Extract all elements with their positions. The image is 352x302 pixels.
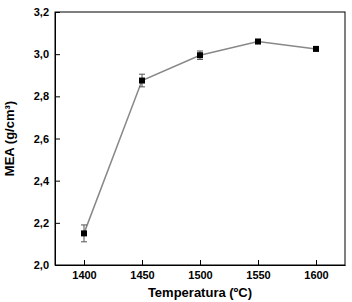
axis-line <box>56 265 346 266</box>
marker <box>81 230 87 236</box>
tick-mark <box>142 260 143 265</box>
tick-mark <box>55 139 60 140</box>
marker <box>139 78 145 84</box>
error-bar <box>81 225 87 242</box>
tick-mark <box>55 96 60 97</box>
tick-label: 2,8 <box>34 90 49 102</box>
tick-label: 1500 <box>188 269 212 281</box>
tick-label: 2,2 <box>34 217 49 229</box>
marker <box>255 39 261 45</box>
error-bar <box>313 47 319 51</box>
tick-mark <box>316 260 317 265</box>
tick: 3,2 <box>34 6 60 18</box>
plot-frame <box>55 12 345 265</box>
series <box>81 39 319 242</box>
x-axis: 1400 1450 1500 1550 1600 <box>56 260 346 281</box>
error-bar <box>255 39 261 43</box>
tick-mark <box>55 181 60 182</box>
line <box>84 42 316 234</box>
tick-mark <box>55 265 60 266</box>
tick-label: 1550 <box>246 269 270 281</box>
tick-mark <box>84 260 85 265</box>
tick-mark <box>55 223 60 224</box>
tick-label: 1400 <box>72 269 96 281</box>
plot: 1400 1450 1500 1550 1600 2,0 2,2 2,4 2,6 2,8 3,0 3,… <box>34 6 346 281</box>
tick-mark <box>200 260 201 265</box>
tick: 2,0 <box>34 259 60 271</box>
x-axis-title: Temperatura (ºC) <box>148 285 252 300</box>
tick: 2,6 <box>34 133 60 145</box>
tick-mark <box>258 260 259 265</box>
marker <box>197 52 203 58</box>
tick-label: 2,4 <box>34 175 50 187</box>
tick: 1450 <box>130 260 154 281</box>
error-bar <box>139 74 145 87</box>
chart: 1400 1450 1500 1550 1600 2,0 2,2 2,4 2,6 2,8 3,0 3,… <box>0 0 352 302</box>
tick: 1400 <box>72 260 96 281</box>
y-axis: 2,0 2,2 2,4 2,6 2,8 3,0 3,2 <box>34 6 60 271</box>
tick: 2,2 <box>34 217 60 229</box>
tick-mark <box>55 54 60 55</box>
tick-mark <box>55 12 60 13</box>
tick-label: 3,2 <box>34 6 49 18</box>
marker <box>313 46 319 52</box>
tick-label: 2,6 <box>34 133 49 145</box>
tick: 2,4 <box>34 175 60 187</box>
tick-label: 1450 <box>130 269 154 281</box>
tick: 3,0 <box>34 48 60 60</box>
tick: 2,8 <box>34 90 60 102</box>
tick: 1600 <box>304 260 328 281</box>
tick-label: 1600 <box>304 269 328 281</box>
tick-label: 2,0 <box>34 259 49 271</box>
error-bar <box>197 51 203 59</box>
tick: 1550 <box>246 260 270 281</box>
tick-label: 3,0 <box>34 48 49 60</box>
tick: 1500 <box>188 260 212 281</box>
y-axis-title: MEA (g/cm³) <box>2 101 17 176</box>
